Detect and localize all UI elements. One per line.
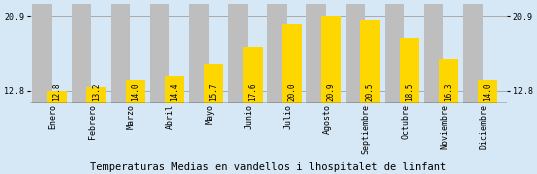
Bar [228, 0, 248, 103]
Bar [346, 0, 365, 103]
Bar [360, 20, 380, 103]
Bar [243, 47, 263, 103]
Bar [126, 80, 145, 103]
Bar [204, 64, 223, 103]
Bar [71, 0, 91, 103]
Bar [165, 76, 184, 103]
Text: 14.0: 14.0 [483, 83, 492, 101]
Bar [478, 80, 497, 103]
Text: 18.5: 18.5 [405, 83, 414, 101]
Bar [282, 24, 302, 103]
Text: 20.9: 20.9 [326, 83, 336, 101]
Bar [439, 58, 459, 103]
Text: 16.3: 16.3 [444, 83, 453, 101]
Text: 13.2: 13.2 [92, 83, 101, 101]
Bar [463, 0, 483, 103]
Bar [321, 16, 341, 103]
Text: Temperaturas Medias en vandellos i lhospitalet de linfant: Temperaturas Medias en vandellos i lhosp… [90, 162, 447, 172]
Bar [150, 0, 170, 103]
Bar [111, 0, 130, 103]
Text: 20.5: 20.5 [366, 83, 375, 101]
Text: 12.8: 12.8 [53, 83, 62, 101]
Text: 17.6: 17.6 [248, 83, 257, 101]
Text: 14.0: 14.0 [131, 83, 140, 101]
Bar [267, 0, 287, 103]
Bar [32, 0, 52, 103]
Bar [307, 0, 326, 103]
Text: 15.7: 15.7 [209, 83, 218, 101]
Bar [47, 91, 67, 103]
Bar [189, 0, 208, 103]
Bar [86, 87, 106, 103]
Bar [400, 38, 419, 103]
Text: 14.4: 14.4 [170, 83, 179, 101]
Bar [424, 0, 444, 103]
Text: 20.0: 20.0 [287, 83, 296, 101]
Bar [384, 0, 404, 103]
